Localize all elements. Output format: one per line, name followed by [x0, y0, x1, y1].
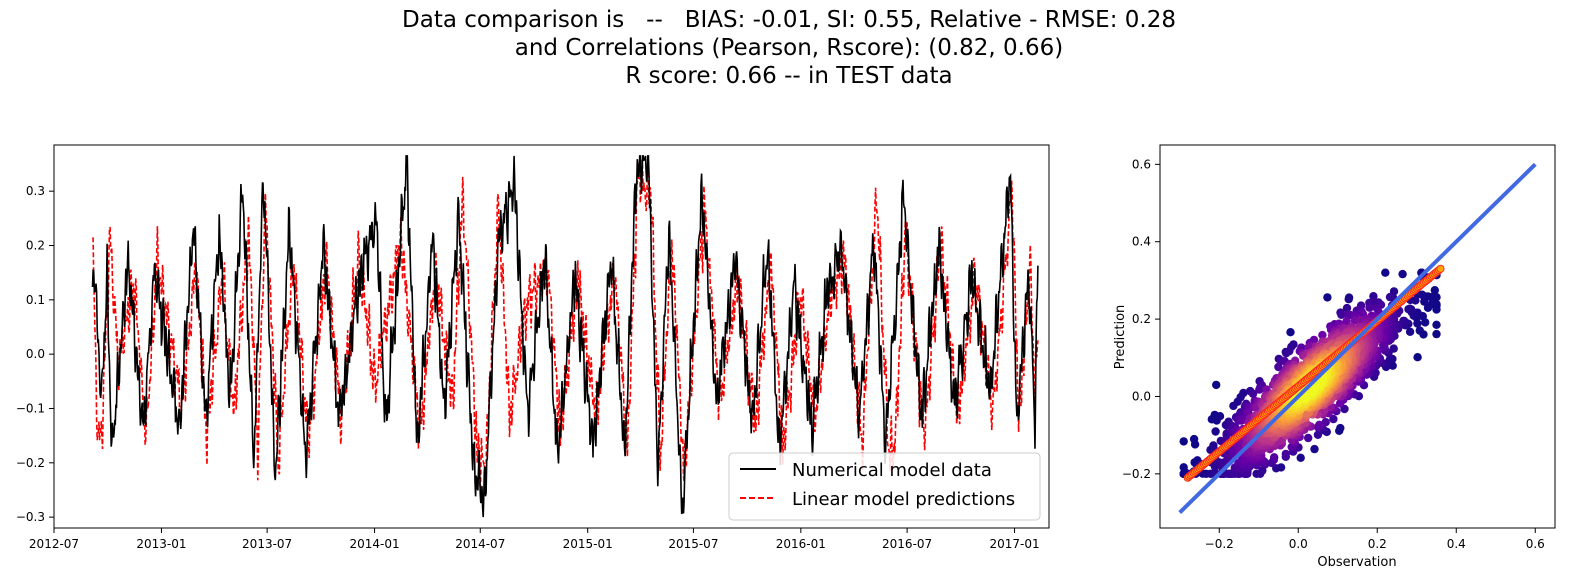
scatter-point	[1274, 362, 1283, 372]
scatter-point	[1233, 397, 1242, 406]
scatter-y-tick-label: −0.2	[1122, 467, 1151, 481]
scatter-point	[1323, 293, 1332, 302]
scatter-chart: −0.2 0.0 0.2 0.4 0.6 −0.2 0.0 0.2 0.4 0.6 Observ…	[1113, 144, 1556, 570]
title-line-1: Data comparison is -- BIAS: -0.01, SI: 0…	[402, 7, 1176, 33]
scatter-y-tick-label: 0.6	[1132, 157, 1151, 171]
timeseries-x-ticks: 2012-07 2013-01 2013-07 2014-01 2014-07 2015-…	[29, 528, 1040, 551]
scatter-point	[1337, 310, 1346, 319]
scatter-point	[1296, 453, 1305, 462]
scatter-point	[1315, 420, 1324, 429]
timeseries-y-tick-label: 0.1	[26, 293, 45, 307]
timeseries-x-tick-label: 2014-07	[455, 537, 505, 551]
timeseries-x-tick-label: 2013-07	[242, 537, 292, 551]
timeseries-x-tick-label: 2016-07	[882, 537, 932, 551]
timeseries-x-tick-label: 2012-07	[29, 537, 79, 551]
scatter-point	[1286, 328, 1295, 337]
scatter-point	[1415, 326, 1425, 335]
scatter-point	[1369, 292, 1378, 301]
scatter-point	[1190, 440, 1200, 449]
timeseries-x-tick-label: 2016-01	[776, 537, 826, 551]
timeseries-frame	[53, 144, 1050, 529]
scatter-y-label: Prediction	[1113, 305, 1128, 370]
title-line-2: and Correlations (Pearson, Rscore): (0.8…	[514, 35, 1064, 61]
legend-box	[728, 452, 1041, 521]
legend-label-linear: Linear model predictions	[792, 489, 1015, 510]
scatter-point	[1430, 286, 1440, 295]
timeseries-y-tick-label: 0.3	[26, 184, 45, 198]
scatter-point	[1385, 292, 1395, 302]
scatter-point	[1398, 269, 1407, 279]
scatter-point	[1248, 389, 1258, 398]
timeseries-x-tick-label: 2015-01	[563, 537, 613, 551]
scatter-point	[1404, 305, 1413, 314]
scatter-point	[1381, 268, 1390, 277]
scatter-point	[1270, 453, 1279, 462]
scatter-point	[1179, 437, 1188, 446]
scatter-x-ticks: −0.2 0.0 0.2 0.4 0.6	[1205, 528, 1545, 551]
scatter-point	[1212, 380, 1221, 390]
scatter-y-tick-label: 0.2	[1132, 312, 1151, 326]
legend-label-numerical: Numerical model data	[792, 460, 992, 481]
scatter-point	[1318, 330, 1327, 340]
series-line-numerical-model	[91, 155, 1039, 518]
scatter-point	[1313, 430, 1323, 439]
figure-title: Data comparison is -- BIAS: -0.01, SI: 0…	[0, 6, 1578, 90]
timeseries-y-tick-label: −0.2	[16, 456, 45, 470]
title-line-3: R score: 0.66 -- in TEST data	[625, 63, 953, 89]
scatter-x-tick-label: 0.0	[1289, 537, 1308, 551]
scatter-point	[1432, 320, 1441, 329]
scatter-point	[1423, 303, 1433, 312]
timeseries-y-tick-label: −0.3	[16, 510, 45, 524]
timeseries-y-tick-label: 0.0	[26, 347, 45, 361]
scatter-point	[1310, 444, 1319, 454]
scatter-point	[1281, 449, 1291, 459]
scatter-point	[1365, 303, 1374, 312]
timeseries-y-ticks: −0.3 −0.2 −0.1 0.0 0.1 0.2 0.3	[16, 184, 54, 524]
scatter-point	[1413, 353, 1422, 362]
scatter-point	[1215, 412, 1225, 421]
timeseries-x-tick-label: 2017-01	[989, 537, 1039, 551]
scatter-point	[1329, 414, 1338, 424]
timeseries-chart: 2012-07 2013-01 2013-07 2014-01 2014-07 2015-…	[16, 144, 1050, 551]
timeseries-lines	[91, 155, 1039, 518]
timeseries-legend: Numerical model data Linear model predic…	[728, 452, 1041, 521]
scatter-identity-line	[1178, 162, 1537, 514]
scatter-fit-marker	[1436, 264, 1445, 273]
timeseries-y-tick-label: 0.2	[26, 239, 45, 253]
scatter-x-tick-label: 0.2	[1368, 537, 1387, 551]
scatter-point	[1255, 385, 1264, 394]
scatter-x-tick-label: 0.6	[1526, 537, 1545, 551]
scatter-point	[1321, 418, 1330, 427]
scatter-point	[1432, 329, 1441, 339]
scatter-point	[1342, 303, 1352, 313]
timeseries-y-tick-label: −0.1	[16, 401, 45, 415]
scatter-point	[1344, 295, 1353, 304]
scatter-frame	[1159, 144, 1556, 529]
scatter-point	[1304, 433, 1313, 443]
timeseries-x-tick-label: 2013-01	[136, 537, 186, 551]
scatter-y-tick-label: 0.0	[1132, 389, 1151, 403]
scatter-x-tick-label: 0.4	[1447, 537, 1466, 551]
scatter-x-label: Observation	[1317, 555, 1396, 570]
scatter-x-tick-label: −0.2	[1205, 537, 1234, 551]
scatter-point	[1336, 423, 1345, 433]
scatter-point	[1371, 368, 1380, 377]
scatter-point	[1285, 346, 1294, 356]
timeseries-x-tick-label: 2014-01	[350, 537, 400, 551]
scatter-y-ticks: −0.2 0.0 0.2 0.4 0.6	[1122, 157, 1160, 481]
scatter-point	[1211, 427, 1220, 436]
timeseries-x-tick-label: 2015-07	[668, 537, 718, 551]
scatter-y-tick-label: 0.4	[1132, 235, 1151, 249]
scatter-point	[1405, 327, 1415, 336]
